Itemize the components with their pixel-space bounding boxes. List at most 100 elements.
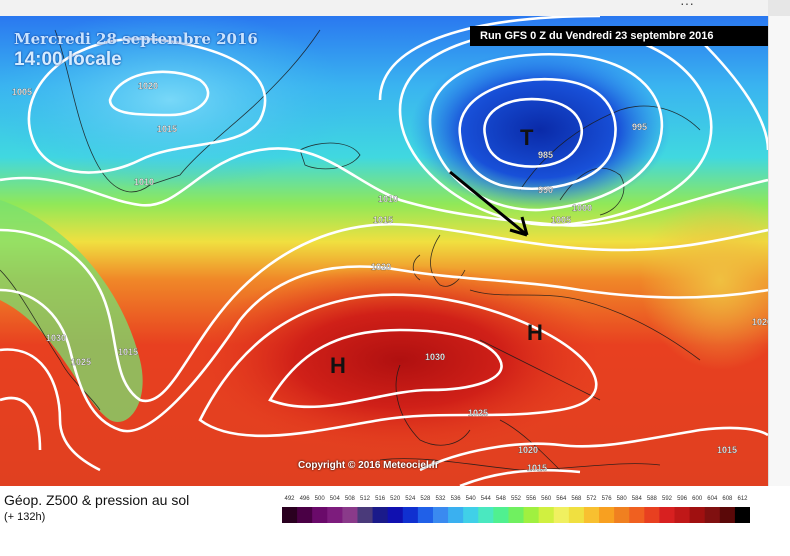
- legend-title: Géop. Z500 & pression au sol: [4, 492, 190, 508]
- isobar-1030-west: [0, 396, 42, 451]
- color-scale-swatch: [689, 507, 706, 523]
- isobar-low-990: [458, 77, 617, 191]
- arrow-shaft: [449, 170, 528, 237]
- color-scale-label: 504: [329, 496, 340, 502]
- isobar-1010-north: [0, 147, 768, 227]
- color-scale-label: 492: [284, 496, 295, 502]
- color-scale-swatch: [372, 507, 389, 523]
- isobar-greenland-1015: [27, 37, 267, 174]
- color-scale-swatch: [629, 507, 645, 523]
- color-scale-swatch: [508, 507, 525, 523]
- isobar-label: 1015: [157, 124, 177, 134]
- isobars: [0, 16, 768, 486]
- isobar-label: 1010: [378, 194, 398, 204]
- isobar-1025-ridge: [198, 293, 598, 438]
- color-scale-label: 548: [495, 496, 506, 502]
- color-scale-label: 496: [299, 496, 310, 502]
- isobar-label: 1015: [373, 215, 393, 225]
- color-scale-swatch: [523, 507, 540, 523]
- isobar-label: 1030: [425, 352, 445, 362]
- greenland-coast: [54, 29, 321, 193]
- color-scale-label: 524: [405, 496, 416, 502]
- color-scale-label: 572: [586, 496, 597, 502]
- isobar-label: 1015: [717, 445, 737, 455]
- isobar-label: 1030: [46, 333, 66, 343]
- color-scale-label: 600: [692, 496, 703, 502]
- right-margin: [768, 16, 790, 486]
- isobar-labels: 1005 1020 1015 1010 1010 1015 1020 1030 …: [12, 81, 768, 473]
- color-scale-swatch: [493, 507, 509, 523]
- isobar-label: 1005: [12, 87, 32, 97]
- color-scale-label: 532: [435, 496, 446, 502]
- valid-time-title: 14:00 locale: [14, 49, 122, 70]
- isobar-label: 1000: [572, 203, 592, 213]
- color-scale-label: 584: [631, 496, 642, 502]
- color-scale-label: 512: [359, 496, 371, 502]
- isobar-1030-ridge: [268, 328, 503, 409]
- color-scale-label: 568: [571, 496, 582, 502]
- isobar-1020-mid: [0, 265, 768, 433]
- isobar-label: 995: [632, 122, 647, 132]
- color-scale-swatch: [342, 507, 358, 523]
- high-center-symbol-east: H: [527, 320, 543, 345]
- color-scale-swatch: [704, 507, 721, 523]
- color-scale-label: 516: [375, 496, 386, 502]
- isobar-1025-west: [0, 348, 101, 472]
- iberia-coast: [395, 364, 471, 446]
- scrollbar[interactable]: [768, 0, 790, 16]
- isobar-1015-south: [459, 468, 581, 486]
- color-scale-label: 608: [722, 496, 733, 502]
- color-scale-label: 544: [480, 496, 491, 502]
- isobar-1015-mid: [0, 223, 768, 403]
- color-scale-swatch: [297, 507, 313, 523]
- warm-zone-east: [640, 190, 768, 370]
- isobar-low-985: [483, 97, 584, 168]
- color-scale-swatch: [614, 507, 630, 523]
- color-scale-swatch: [583, 507, 600, 523]
- color-scale-swatch: [402, 507, 419, 523]
- color-scale-bar: [282, 507, 750, 523]
- isobar-label: 990: [538, 185, 553, 195]
- high-center-symbol-west: H: [330, 353, 346, 378]
- isobar-label: 1010: [134, 177, 154, 187]
- color-scale-label: 536: [450, 496, 461, 502]
- weather-map: T H H 1005 1020 1015 1010 1010 1015 1020…: [0, 16, 768, 486]
- color-scale-label: 604: [707, 496, 718, 502]
- top-strip: ···: [0, 0, 790, 16]
- green-band-west: [0, 200, 143, 422]
- pressure-centers: T H H: [330, 125, 543, 378]
- color-scale-label: 500: [314, 496, 325, 502]
- color-scale-label: 528: [420, 496, 431, 502]
- isobar-label: 1020: [138, 81, 158, 91]
- color-scale-label: 520: [390, 496, 401, 502]
- isobar-1020-south: [419, 426, 768, 472]
- copyright-notice: Copyright © 2016 Meteociel.fr: [298, 460, 439, 471]
- isobar-low-1005: [378, 16, 768, 151]
- north-africa-coast: [379, 458, 661, 471]
- color-scale-swatch: [478, 507, 494, 523]
- isobar-label: 1015: [527, 463, 547, 473]
- ellipsis-icon[interactable]: ···: [680, 0, 694, 11]
- color-scale-label: 508: [344, 496, 355, 502]
- color-scale-swatch: [599, 507, 615, 523]
- color-scale-swatch: [432, 507, 449, 523]
- color-scale-swatch: [463, 507, 479, 523]
- color-scale-label: 556: [526, 496, 537, 502]
- isobar-label: 1025: [468, 408, 488, 418]
- color-scale-swatch: [674, 507, 691, 523]
- color-scale-swatch: [282, 507, 298, 523]
- forecast-hour: (+ 132h): [4, 511, 46, 523]
- arrow-head: [509, 216, 529, 237]
- isobar-label: 1020: [752, 317, 768, 327]
- color-scale-swatch: [568, 507, 585, 523]
- ridge-core: [190, 265, 610, 455]
- color-scale-swatch: [659, 507, 676, 523]
- europe-mainland: [469, 289, 701, 471]
- isobar-label: 1005: [551, 215, 571, 225]
- color-scale-swatch: [327, 507, 343, 523]
- cold-air-greenland: [0, 16, 350, 190]
- color-scale-swatch: [734, 507, 750, 523]
- color-scale-swatch: [357, 507, 374, 523]
- model-run-label: Run GFS 0 Z du Vendredi 23 septembre 201…: [470, 26, 768, 46]
- color-scale-label: 540: [465, 496, 476, 502]
